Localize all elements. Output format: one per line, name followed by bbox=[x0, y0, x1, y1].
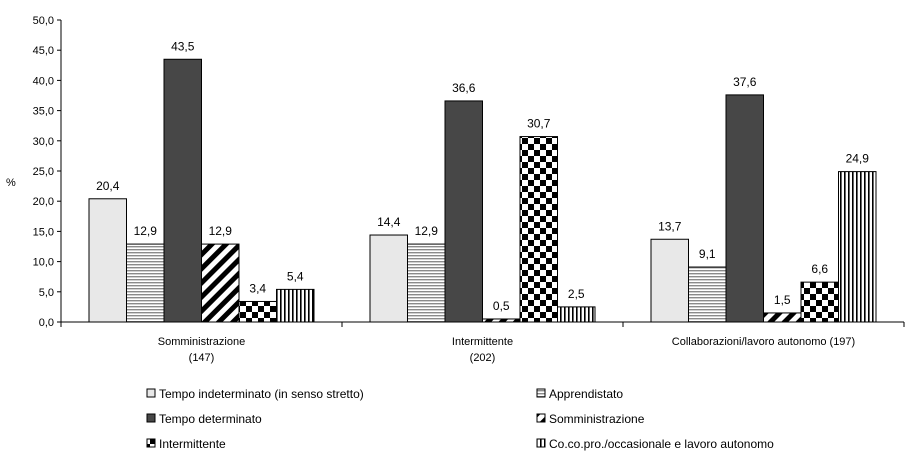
data-label: 9,1 bbox=[699, 247, 716, 261]
data-label: 2,5 bbox=[568, 287, 585, 301]
legend-swatch bbox=[536, 413, 546, 423]
data-label: 12,9 bbox=[209, 224, 233, 238]
data-labels: 20,4 12,9 43,5 12,9 3,4 5,4 14,4 12,9 36,6 0,5 30,… bbox=[96, 39, 869, 313]
bar bbox=[688, 266, 727, 323]
y-tick-label: 30,0 bbox=[33, 136, 54, 148]
y-tick-label: 25,0 bbox=[33, 166, 54, 178]
legend-swatch bbox=[536, 388, 546, 398]
bar bbox=[725, 94, 764, 323]
category-label: Collaborazioni/lavoro autonomo (197) bbox=[672, 336, 855, 348]
category-label: Intermittente bbox=[452, 336, 513, 348]
bar bbox=[407, 243, 446, 323]
category-labels: Somministrazione (147) Intermittente (202) C… bbox=[158, 336, 855, 364]
y-axis: 0,0 5,0 10,0 15,0 20,0 25,0 30,0 35,0 40,0 45,0 50… bbox=[33, 15, 62, 329]
category-label: (147) bbox=[189, 352, 215, 364]
bar bbox=[201, 243, 240, 323]
y-tick-label: 10,0 bbox=[33, 257, 54, 269]
bar bbox=[276, 288, 315, 323]
y-tick-label: 45,0 bbox=[33, 45, 54, 57]
y-tick-label: 50,0 bbox=[33, 15, 54, 27]
y-axis-label: % bbox=[6, 177, 16, 189]
bar bbox=[519, 136, 558, 323]
data-label: 13,7 bbox=[658, 219, 682, 233]
data-label: 5,4 bbox=[287, 269, 304, 283]
data-label: 12,9 bbox=[415, 224, 439, 238]
bar bbox=[88, 198, 127, 323]
data-label: 14,4 bbox=[377, 215, 401, 229]
legend-entry: Tempo determinato bbox=[159, 412, 262, 426]
data-label: 37,6 bbox=[733, 75, 757, 89]
data-label: 30,7 bbox=[527, 117, 551, 131]
legend-entry: Intermittente bbox=[159, 437, 226, 451]
data-label: 24,9 bbox=[846, 152, 870, 166]
bar bbox=[800, 281, 839, 323]
legend-entry: Somministrazione bbox=[549, 412, 645, 426]
legend-entry: Tempo indeterminato (in senso stretto) bbox=[159, 387, 364, 401]
legend: Tempo indeterminato (in senso stretto) Ap… bbox=[146, 387, 774, 451]
legend-swatch bbox=[536, 438, 546, 448]
data-label: 6,6 bbox=[811, 262, 828, 276]
bar bbox=[838, 171, 877, 323]
data-label: 20,4 bbox=[96, 179, 120, 193]
legend-swatch bbox=[146, 388, 156, 398]
legend-entry: Apprendistato bbox=[549, 387, 623, 401]
y-tick-label: 15,0 bbox=[33, 226, 54, 238]
y-tick-label: 35,0 bbox=[33, 106, 54, 118]
legend-entry: Co.co.pro./occasionale e lavoro autonomo bbox=[549, 437, 774, 451]
y-tick-label: 40,0 bbox=[33, 75, 54, 87]
x-axis bbox=[60, 321, 905, 327]
y-tick-label: 20,0 bbox=[33, 196, 54, 208]
data-label: 36,6 bbox=[452, 81, 476, 95]
legend-swatch bbox=[146, 413, 156, 423]
data-label: 3,4 bbox=[249, 281, 266, 295]
bar bbox=[369, 234, 408, 323]
legend-swatch bbox=[146, 438, 156, 448]
data-label: 0,5 bbox=[493, 299, 510, 313]
bar bbox=[650, 238, 689, 323]
y-tick-label: 0,0 bbox=[39, 317, 54, 329]
bar bbox=[444, 100, 483, 323]
bar bbox=[557, 306, 596, 323]
data-label: 12,9 bbox=[134, 224, 158, 238]
data-label: 43,5 bbox=[171, 39, 195, 53]
bar bbox=[482, 318, 521, 323]
data-label: 1,5 bbox=[774, 293, 791, 307]
category-label: Somministrazione bbox=[158, 336, 245, 348]
category-label: (202) bbox=[470, 352, 496, 364]
bars bbox=[88, 58, 877, 323]
bar bbox=[126, 243, 165, 323]
y-tick-label: 5,0 bbox=[39, 287, 54, 299]
bar bbox=[238, 300, 277, 323]
bar bbox=[163, 58, 202, 323]
bar bbox=[763, 312, 802, 323]
